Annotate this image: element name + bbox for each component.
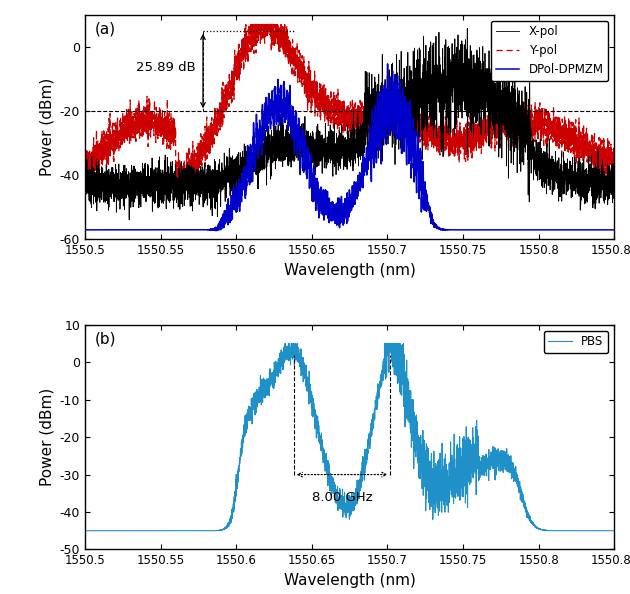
X-pol bbox=[178, 181, 185, 188]
PBS bbox=[81, 527, 89, 534]
Text: (a): (a) bbox=[94, 21, 116, 37]
DPol-DPMZM bbox=[212, 227, 219, 234]
Y-axis label: Power (dBm): Power (dBm) bbox=[39, 388, 54, 486]
DPol-DPMZM bbox=[384, 61, 391, 68]
DPol-DPMZM bbox=[284, 91, 291, 99]
DPol-DPMZM bbox=[178, 226, 185, 233]
Line: DPol-DPMZM: DPol-DPMZM bbox=[85, 64, 614, 230]
X-pol bbox=[610, 189, 618, 197]
Y-pol bbox=[610, 185, 618, 192]
Line: Y-pol: Y-pol bbox=[85, 24, 614, 199]
X-axis label: Wavelength (nm): Wavelength (nm) bbox=[284, 263, 416, 278]
X-pol bbox=[125, 216, 133, 223]
PBS bbox=[426, 472, 433, 479]
Y-pol bbox=[245, 21, 253, 28]
DPol-DPMZM bbox=[517, 226, 524, 233]
X-pol bbox=[476, 72, 484, 80]
DPol-DPMZM bbox=[476, 226, 484, 233]
X-pol bbox=[464, 25, 471, 32]
PBS bbox=[178, 527, 185, 534]
Y-axis label: Power (dBm): Power (dBm) bbox=[39, 78, 54, 176]
Y-pol bbox=[284, 42, 291, 49]
PBS bbox=[476, 458, 484, 465]
Y-pol bbox=[426, 128, 433, 135]
Y-pol bbox=[476, 114, 484, 121]
DPol-DPMZM bbox=[610, 226, 618, 233]
PBS bbox=[610, 527, 618, 534]
PBS bbox=[399, 365, 406, 372]
Legend: X-pol, Y-pol, DPol-DPMZM: X-pol, Y-pol, DPol-DPMZM bbox=[491, 21, 609, 81]
Y-pol bbox=[81, 169, 89, 176]
DPol-DPMZM bbox=[399, 89, 406, 96]
Y-pol bbox=[178, 173, 185, 180]
X-pol bbox=[284, 125, 291, 132]
X-pol bbox=[425, 65, 433, 72]
X-pol bbox=[399, 110, 406, 118]
Text: 8.00 GHz: 8.00 GHz bbox=[312, 491, 372, 504]
Text: 25.89 dB: 25.89 dB bbox=[135, 61, 195, 74]
Legend: PBS: PBS bbox=[544, 331, 609, 353]
X-pol bbox=[81, 165, 89, 172]
PBS bbox=[284, 349, 291, 356]
DPol-DPMZM bbox=[426, 205, 433, 212]
DPol-DPMZM bbox=[81, 226, 89, 233]
X-pol bbox=[517, 103, 524, 110]
PBS bbox=[205, 527, 213, 535]
PBS bbox=[517, 497, 524, 504]
PBS bbox=[281, 340, 289, 347]
Y-pol bbox=[399, 111, 406, 118]
Line: X-pol: X-pol bbox=[85, 29, 614, 220]
Text: (b): (b) bbox=[94, 331, 116, 346]
X-axis label: Wavelength (nm): Wavelength (nm) bbox=[284, 573, 416, 588]
Y-pol bbox=[176, 195, 184, 203]
Line: PBS: PBS bbox=[85, 343, 614, 531]
Y-pol bbox=[517, 123, 524, 130]
